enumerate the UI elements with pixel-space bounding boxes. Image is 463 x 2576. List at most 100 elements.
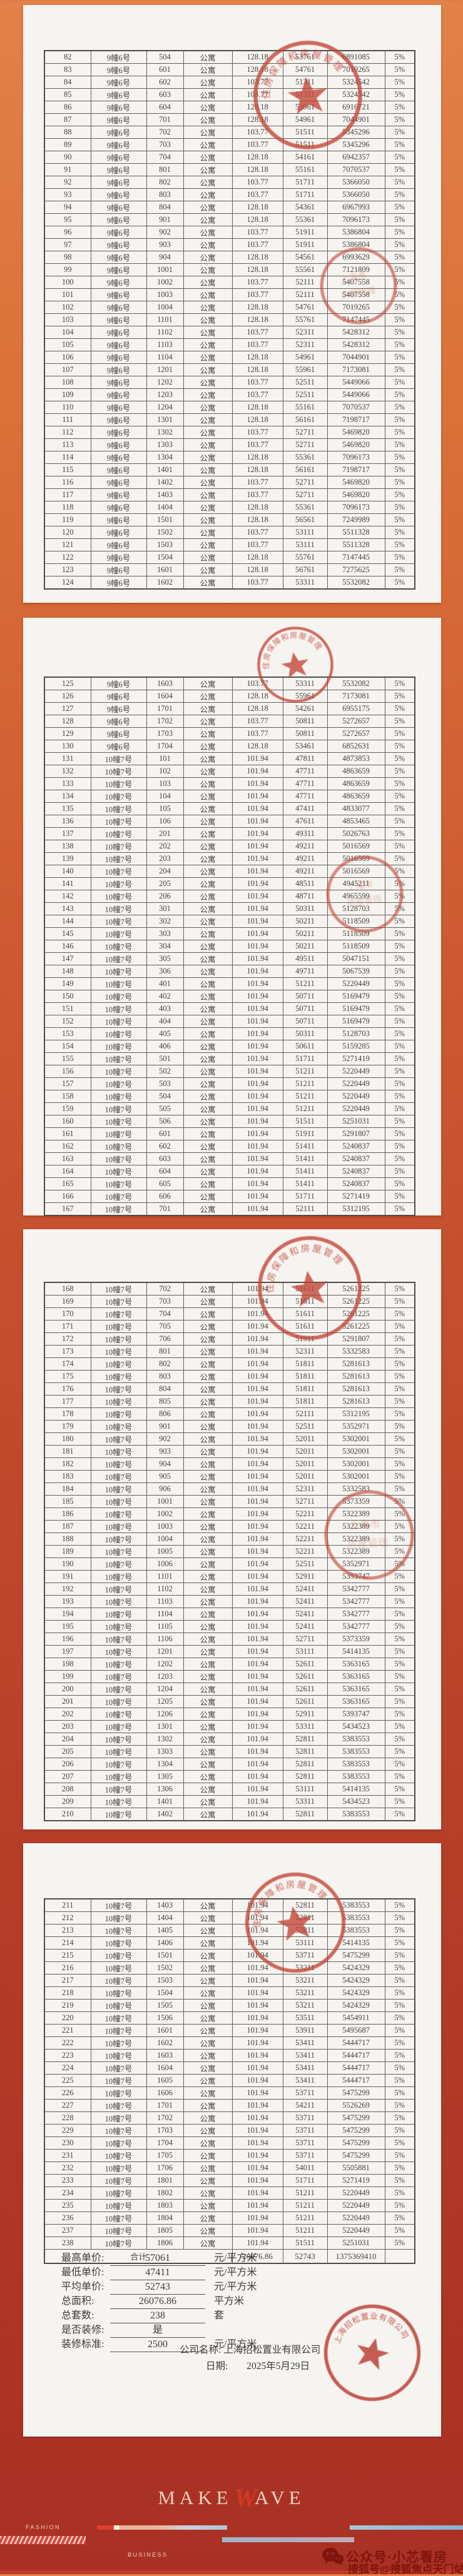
table-row: 238 10幢7号 1806 公寓 101.94 51511 5251031 5% bbox=[44, 2236, 415, 2250]
cell-room: 1201 bbox=[146, 1645, 184, 1658]
cell-serial: 235 bbox=[44, 2199, 91, 2212]
cell-ratio: 5% bbox=[384, 1949, 415, 1962]
cell-room: 601 bbox=[146, 63, 184, 76]
cell-total-price: 5469820 bbox=[327, 426, 385, 439]
cell-room: 1401 bbox=[146, 463, 184, 476]
cell-ratio: 5% bbox=[384, 2074, 415, 2087]
cell-type: 公寓 bbox=[183, 1733, 233, 1746]
cell-unit-price: 52211 bbox=[282, 1532, 328, 1546]
table-row: 133 10幢7号 103 公寓 101.94 47711 4863659 5% bbox=[44, 777, 415, 790]
cell-room: 1306 bbox=[146, 1783, 184, 1796]
sohu-watermark: 搜狐号@搜狐焦点天门站 bbox=[348, 2563, 463, 2575]
cell-area: 101.94 bbox=[232, 777, 283, 790]
cell-serial: 199 bbox=[44, 1670, 91, 1683]
cell-room: 802 bbox=[146, 1357, 184, 1371]
cell-type: 公寓 bbox=[183, 1282, 233, 1296]
cell-type: 公寓 bbox=[183, 1152, 233, 1165]
cell-room: 403 bbox=[146, 1002, 184, 1015]
cell-serial: 147 bbox=[44, 952, 91, 965]
cell-type: 公寓 bbox=[183, 1745, 233, 1758]
cell-building: 9幢6号 bbox=[90, 715, 147, 728]
cell-serial: 158 bbox=[44, 1090, 91, 1103]
cell-room: 1304 bbox=[146, 1758, 184, 1771]
cell-ratio: 5% bbox=[384, 551, 415, 564]
cell-unit-price: 52311 bbox=[282, 326, 328, 339]
cell-serial: 134 bbox=[44, 790, 91, 803]
wechat-icon bbox=[322, 2547, 344, 2566]
cell-area: 128.18 bbox=[232, 740, 283, 753]
cell-serial: 136 bbox=[44, 815, 91, 828]
cell-total-price: 5469820 bbox=[327, 476, 385, 489]
cell-building: 10幢7号 bbox=[90, 1795, 147, 1808]
cell-type: 公寓 bbox=[183, 1332, 233, 1346]
cell-building: 9幢6号 bbox=[90, 88, 147, 101]
cell-serial: 208 bbox=[44, 1783, 91, 1796]
cell-area: 128.18 bbox=[232, 313, 283, 326]
cell-total-price: 5475299 bbox=[327, 1949, 385, 1962]
cell-building: 10幢7号 bbox=[90, 2186, 147, 2200]
total-area: 26076.86 bbox=[232, 2249, 283, 2264]
table-row: 123 9幢6号 1601 公寓 128.18 56761 7275625 5% bbox=[44, 563, 415, 576]
cell-ratio: 5% bbox=[384, 126, 415, 139]
cell-building: 9幢6号 bbox=[90, 163, 147, 176]
cell-area: 101.94 bbox=[232, 2049, 283, 2062]
cell-ratio: 5% bbox=[384, 151, 415, 164]
cell-building: 9幢6号 bbox=[90, 677, 147, 690]
cell-room: 1203 bbox=[146, 388, 184, 401]
cell-building: 9幢6号 bbox=[90, 538, 147, 551]
cell-serial: 237 bbox=[44, 2224, 91, 2237]
cell-room: 1503 bbox=[146, 538, 184, 551]
cell-room: 701 bbox=[146, 1202, 184, 1216]
cell-building: 10幢7号 bbox=[90, 2199, 147, 2212]
cell-ratio: 5% bbox=[384, 1898, 415, 1912]
cell-type: 公寓 bbox=[183, 1027, 233, 1040]
cell-area: 101.94 bbox=[232, 2061, 283, 2075]
cell-area: 101.94 bbox=[232, 1332, 283, 1346]
cell-ratio: 5% bbox=[384, 1407, 415, 1421]
table-row: 230 10幢7号 1704 公寓 101.94 53711 5475299 5% bbox=[44, 2136, 415, 2150]
cell-serial: 113 bbox=[44, 438, 91, 451]
cell-serial: 156 bbox=[44, 1065, 91, 1078]
cell-room: 1504 bbox=[146, 1986, 184, 2000]
cell-ratio: 5% bbox=[384, 1395, 415, 1408]
cell-building: 10幢7号 bbox=[90, 1165, 147, 1178]
cell-serial: 203 bbox=[44, 1720, 91, 1733]
cell-total-price: 5454911 bbox=[327, 2011, 385, 2025]
cell-room: 804 bbox=[146, 201, 184, 214]
cell-unit-price: 52511 bbox=[282, 1557, 328, 1571]
cell-room: 1802 bbox=[146, 2186, 184, 2200]
cell-type: 公寓 bbox=[183, 1482, 233, 1496]
cell-type: 公寓 bbox=[183, 2236, 233, 2250]
cell-unit-price: 51211 bbox=[282, 2186, 328, 2200]
cell-building: 9幢6号 bbox=[90, 388, 147, 401]
cell-room: 703 bbox=[146, 1295, 184, 1308]
cell-unit-price: 51911 bbox=[282, 1127, 328, 1140]
cell-unit-price: 51911 bbox=[282, 1332, 328, 1346]
cell-ratio: 5% bbox=[384, 877, 415, 890]
cell-unit-price: 51211 bbox=[282, 1102, 328, 1115]
cell-type: 公寓 bbox=[183, 852, 233, 865]
table-row: 208 10幢7号 1306 公寓 101.94 53111 5414135 5% bbox=[44, 1783, 415, 1796]
table-row: 101 9幢6号 1003 公寓 103.77 52111 5407558 5% bbox=[44, 288, 415, 301]
cell-area: 101.94 bbox=[232, 1986, 283, 2000]
cell-total-price: 5475299 bbox=[327, 2086, 385, 2100]
table-row: 86 9幢6号 604 公寓 128.18 53961 6916721 5% bbox=[44, 101, 415, 114]
cell-unit-price: 55361 bbox=[282, 451, 328, 464]
cell-ratio: 5% bbox=[384, 1495, 415, 1508]
cell-room: 1502 bbox=[146, 526, 184, 539]
cell-serial: 222 bbox=[44, 2036, 91, 2050]
cell-type: 公寓 bbox=[183, 1595, 233, 1608]
cell-ratio: 5% bbox=[384, 1986, 415, 2000]
cell-area: 128.18 bbox=[232, 463, 283, 476]
cell-room: 804 bbox=[146, 1382, 184, 1396]
cell-type: 公寓 bbox=[183, 426, 233, 439]
cell-building: 10幢7号 bbox=[90, 790, 147, 803]
svg-text:上海招松置业有限公司: 上海招松置业有限公司 bbox=[332, 2303, 414, 2361]
cell-total-price: 5383553 bbox=[327, 1745, 385, 1758]
cell-area: 101.94 bbox=[232, 1720, 283, 1733]
table-row: 124 9幢6号 1602 公寓 103.77 53311 5532082 5% bbox=[44, 576, 415, 590]
cell-area: 101.94 bbox=[232, 890, 283, 903]
cell-ratio: 5% bbox=[384, 1733, 415, 1746]
cell-building: 10幢7号 bbox=[90, 965, 147, 978]
cell-total-price: 5281613 bbox=[327, 1370, 385, 1383]
